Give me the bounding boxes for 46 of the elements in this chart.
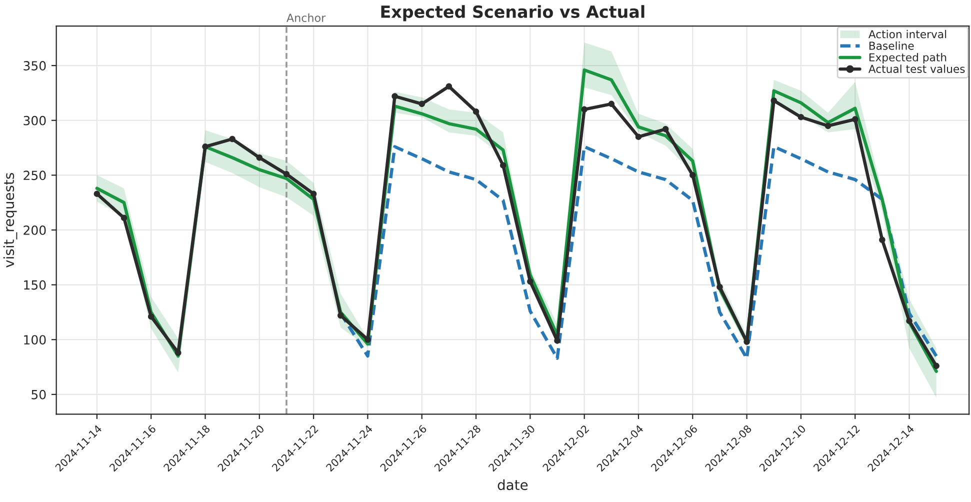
point	[608, 100, 615, 108]
point	[338, 312, 344, 319]
point	[906, 318, 912, 324]
x-axis-title: date	[498, 479, 528, 490]
y-tick-label: 350	[24, 61, 46, 70]
point	[852, 116, 858, 122]
point	[472, 108, 480, 115]
point	[635, 134, 642, 140]
point	[527, 278, 534, 285]
chart-title: Expected Scenario vs Actual	[381, 5, 644, 22]
point	[418, 100, 425, 108]
point	[690, 172, 696, 178]
y-tick-label: 200	[24, 225, 46, 235]
y-tick-label: 50	[32, 390, 46, 400]
point	[94, 190, 100, 197]
point	[500, 162, 506, 168]
y-tick-label: 100	[24, 335, 46, 345]
point	[798, 114, 804, 120]
point	[175, 350, 182, 356]
annotation: Action interval	[868, 30, 946, 38]
legend-label: Baseline	[869, 41, 914, 50]
legend-label: Expected path	[869, 53, 946, 64]
point	[283, 170, 290, 178]
point	[744, 338, 750, 345]
point	[120, 214, 128, 222]
y-tick-label: 250	[24, 170, 46, 180]
point	[933, 362, 940, 370]
point	[879, 236, 886, 243]
point	[392, 93, 398, 100]
y-axis-title: visit_requests	[3, 173, 18, 268]
point	[662, 126, 669, 132]
point	[581, 106, 588, 113]
point	[148, 313, 154, 320]
point	[446, 83, 452, 90]
legend-label: Actual test values	[868, 64, 965, 73]
point	[229, 136, 236, 142]
point	[554, 338, 560, 344]
y-tick-label: 300	[24, 116, 46, 126]
point	[364, 336, 371, 343]
point	[202, 144, 208, 150]
point	[716, 284, 723, 290]
ref-line-label: Anchor	[286, 13, 326, 22]
y-tick-label: 150	[24, 280, 46, 290]
point	[310, 190, 317, 197]
point	[256, 154, 263, 161]
point	[824, 122, 832, 129]
